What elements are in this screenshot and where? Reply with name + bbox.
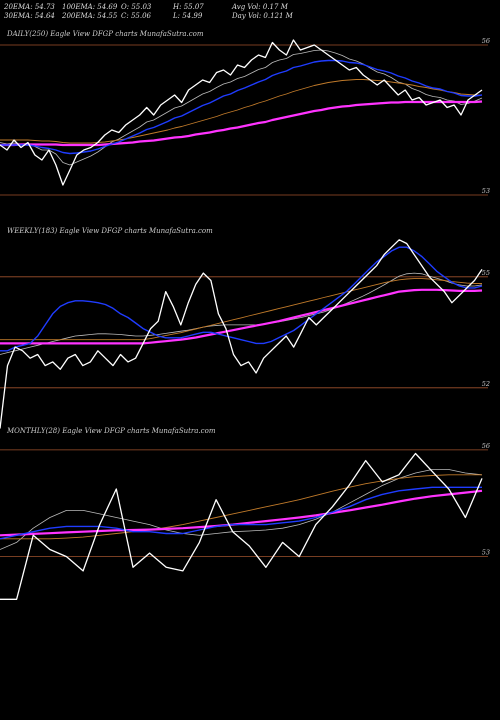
series-ema-mid [0,474,482,540]
y-tick-label: 52 [482,380,490,388]
stat-close: C: 55.06 [121,12,151,20]
series-ema-slow [0,489,483,537]
daily-chart: 56 53 DAILY(250) Eagle View DFGP charts Mu… [0,30,490,196]
y-tick-label: 55 [482,269,490,277]
series-price [0,39,483,186]
series-ema-grey [0,49,483,166]
series-ema-fast [0,59,483,155]
y-tick-label: 56 [482,37,490,45]
stat-200ema: 200EMA: 54.55 [62,12,118,20]
chart-title: DAILY(250) Eagle View DFGP charts Munafa… [6,30,204,38]
chart-title: WEEKLY(183) Eagle View DFGP charts Munaf… [7,227,213,235]
series-ema-slow [0,100,483,147]
stat-30ema: 30EMA: 54.64 [4,12,55,20]
series-ema-fast [0,486,482,540]
stat-open: O: 55.03 [121,3,152,11]
stat-20ema: 20EMA: 54.73 [4,3,55,11]
chart-title: MONTHLY(28) Eagle View DFGP charts Munaf… [6,427,216,435]
series-price [0,239,483,429]
y-tick-label: 56 [482,442,490,450]
series-ema-mid [0,79,482,144]
series-ema-grey [0,469,483,550]
stat-low: L: 54.99 [173,12,203,20]
series-ema-slow [0,288,483,345]
weekly-chart: 55 52 WEEKLY(183) Eagle View DFGP charts M… [0,227,490,429]
series-price [0,452,483,600]
series-ema-fast [0,246,483,352]
series-ema-grey [0,272,483,355]
series-ema-mid [0,278,482,341]
stat-avg-vol: Avg Vol: 0.17 M [232,3,288,11]
stat-day-vol: Day Vol: 0.121 M [232,12,293,20]
stat-high: H: 55.07 [173,3,204,11]
y-tick-label: 53 [482,549,490,557]
y-tick-label: 53 [482,187,490,195]
monthly-chart: 56 53 MONTHLY(28) Eagle View DFGP charts M… [0,427,490,600]
stat-100ema: 100EMA: 54.69 [62,3,118,11]
